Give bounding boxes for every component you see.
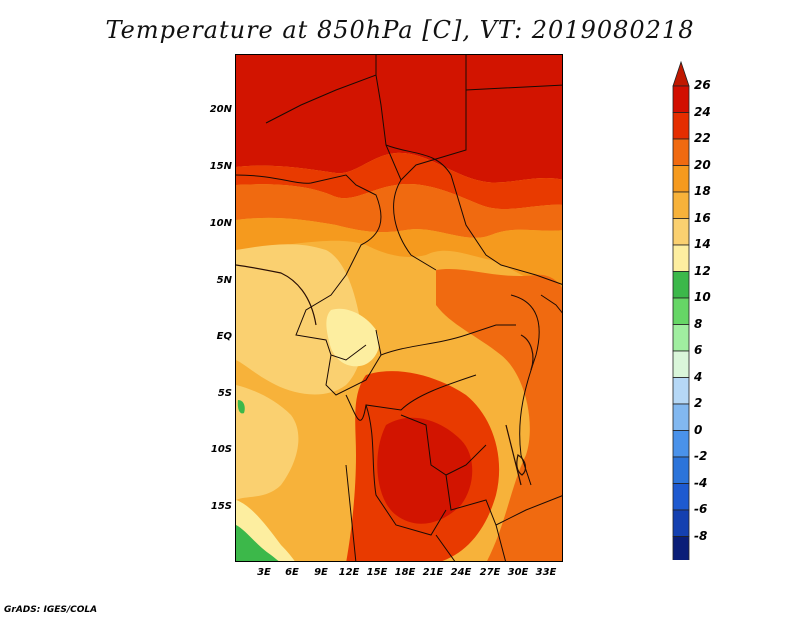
colorbar-label: -4 <box>694 475 708 490</box>
lon-label: 33E <box>535 567 557 578</box>
colorbar-label: 6 <box>694 343 703 357</box>
colorbar-segment <box>672 165 690 193</box>
lat-label: 10N <box>209 218 232 229</box>
colorbar-label: 0 <box>694 422 703 437</box>
lon-label: 9E <box>314 567 328 578</box>
lat-label: 5S <box>217 388 232 399</box>
colorbar-segment <box>672 271 690 299</box>
colorbar-label: 20 <box>694 157 711 172</box>
warm-band-north <box>236 152 562 210</box>
band-22 <box>236 184 562 238</box>
colorbar <box>672 60 690 560</box>
credit-text: GrADS: IGES/COLA <box>4 605 98 615</box>
colorbar-label: 24 <box>694 104 711 119</box>
colorbar-label: 10 <box>694 290 711 304</box>
colorbar-segment <box>672 85 690 113</box>
colorbar-segment <box>672 244 690 272</box>
map-field <box>236 55 562 561</box>
colorbar-top-arrow <box>672 60 690 87</box>
colorbar-label: 2 <box>694 396 703 410</box>
lat-label: 5N <box>216 275 232 286</box>
chart-title: Temperature at 850hPa [C], VT: 201908021… <box>105 16 695 44</box>
colorbar-label: 18 <box>694 184 711 198</box>
band-16-southwest <box>236 385 299 500</box>
lat-label: 15S <box>210 501 232 512</box>
colorbar-segment <box>672 483 690 511</box>
colorbar-segment <box>672 191 690 219</box>
band-20 <box>236 217 562 295</box>
lon-label: 27E <box>479 567 501 578</box>
colorbar-segment <box>672 536 690 560</box>
lon-label: 15E <box>366 567 388 578</box>
colorbar-segment <box>672 509 690 537</box>
lat-label: 15N <box>209 161 232 172</box>
lon-label: 6E <box>285 567 299 578</box>
colorbar-segment <box>672 403 690 431</box>
lon-label: 18E <box>394 567 416 578</box>
colorbar-segment <box>672 218 690 246</box>
colorbar-segment <box>672 456 690 484</box>
colorbar-segment <box>672 430 690 458</box>
lon-label: 21E <box>422 567 444 578</box>
colorbar-segment <box>672 297 690 325</box>
lon-label: 24E <box>450 567 472 578</box>
band-14-west <box>326 308 380 367</box>
hot-core-south <box>377 417 473 524</box>
colorbar-segment <box>672 377 690 405</box>
colorbar-segment <box>672 112 690 140</box>
temperature-map <box>235 54 563 562</box>
colorbar-label: 4 <box>694 369 703 384</box>
colorbar-label: -8 <box>694 528 708 543</box>
colorbar-label: 14 <box>694 237 711 251</box>
colorbar-segment <box>672 138 690 166</box>
lon-label: 30E <box>507 567 529 578</box>
colorbar-label: 22 <box>694 131 711 145</box>
lat-label: EQ <box>216 331 232 342</box>
lon-label: 3E <box>257 567 271 578</box>
green-patch-southwest <box>236 525 279 561</box>
hot-region-north <box>236 55 562 183</box>
green-patch-small <box>237 400 245 414</box>
coastlines-lakes <box>236 264 534 486</box>
colorbar-label: 16 <box>694 210 711 225</box>
colorbar-label: -6 <box>694 502 708 516</box>
colorbar-segment <box>672 350 690 378</box>
country-borders <box>236 55 562 561</box>
colorbar-label: 26 <box>694 78 711 92</box>
lat-label: 20N <box>209 104 232 115</box>
colorbar-label: -2 <box>694 449 708 463</box>
colorbar-segment <box>672 324 690 352</box>
lat-label: 10S <box>210 444 232 455</box>
colorbar-label: 12 <box>694 263 711 278</box>
lon-label: 12E <box>338 567 360 578</box>
band-22-east <box>436 269 562 561</box>
colorbar-label: 8 <box>694 316 703 331</box>
